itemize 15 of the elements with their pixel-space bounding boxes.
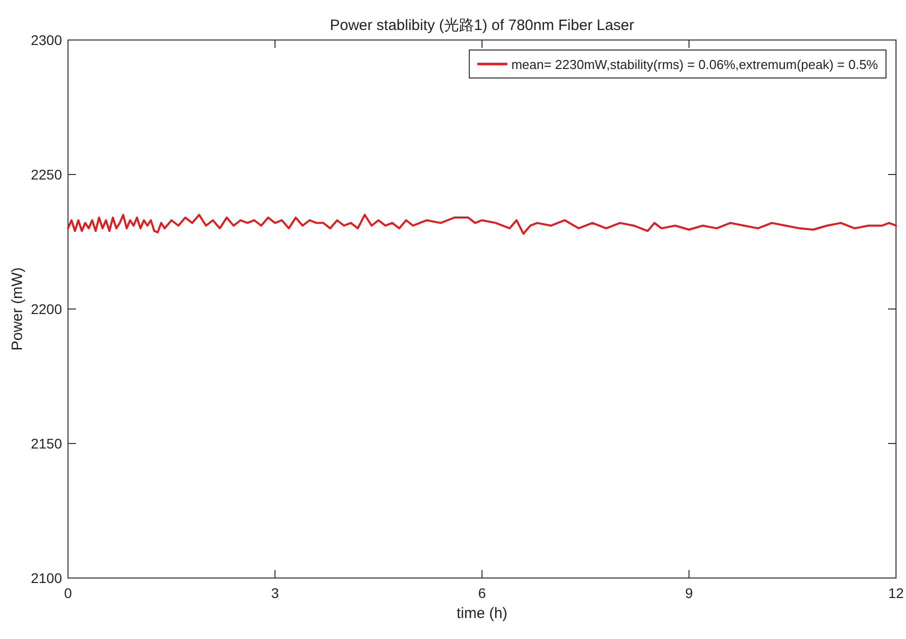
x-tick-label: 0 bbox=[64, 585, 72, 601]
y-tick-label: 2100 bbox=[30, 570, 62, 586]
x-tick-label: 12 bbox=[888, 585, 904, 601]
line-series bbox=[67, 214, 897, 235]
y-tick-label: 2300 bbox=[30, 32, 62, 48]
y-tick-label: 2200 bbox=[30, 301, 62, 317]
x-tick-label: 3 bbox=[271, 585, 280, 601]
x-axis-title: time (h) bbox=[456, 605, 508, 622]
y-tick-label: 2150 bbox=[30, 436, 62, 452]
x-tick-label: 6 bbox=[478, 585, 486, 601]
chart-title: Power stablibity (光路1) of 780nm Fiber Laser bbox=[330, 17, 634, 34]
y-tick-label: 2250 bbox=[30, 166, 62, 182]
x-tick-label: 9 bbox=[685, 585, 694, 601]
legend-label: mean= 2230mW,stability(rms) = 0.06%,extremum(peak) = 0.5% bbox=[511, 57, 878, 72]
y-axis-title: Power (mW) bbox=[9, 267, 26, 351]
